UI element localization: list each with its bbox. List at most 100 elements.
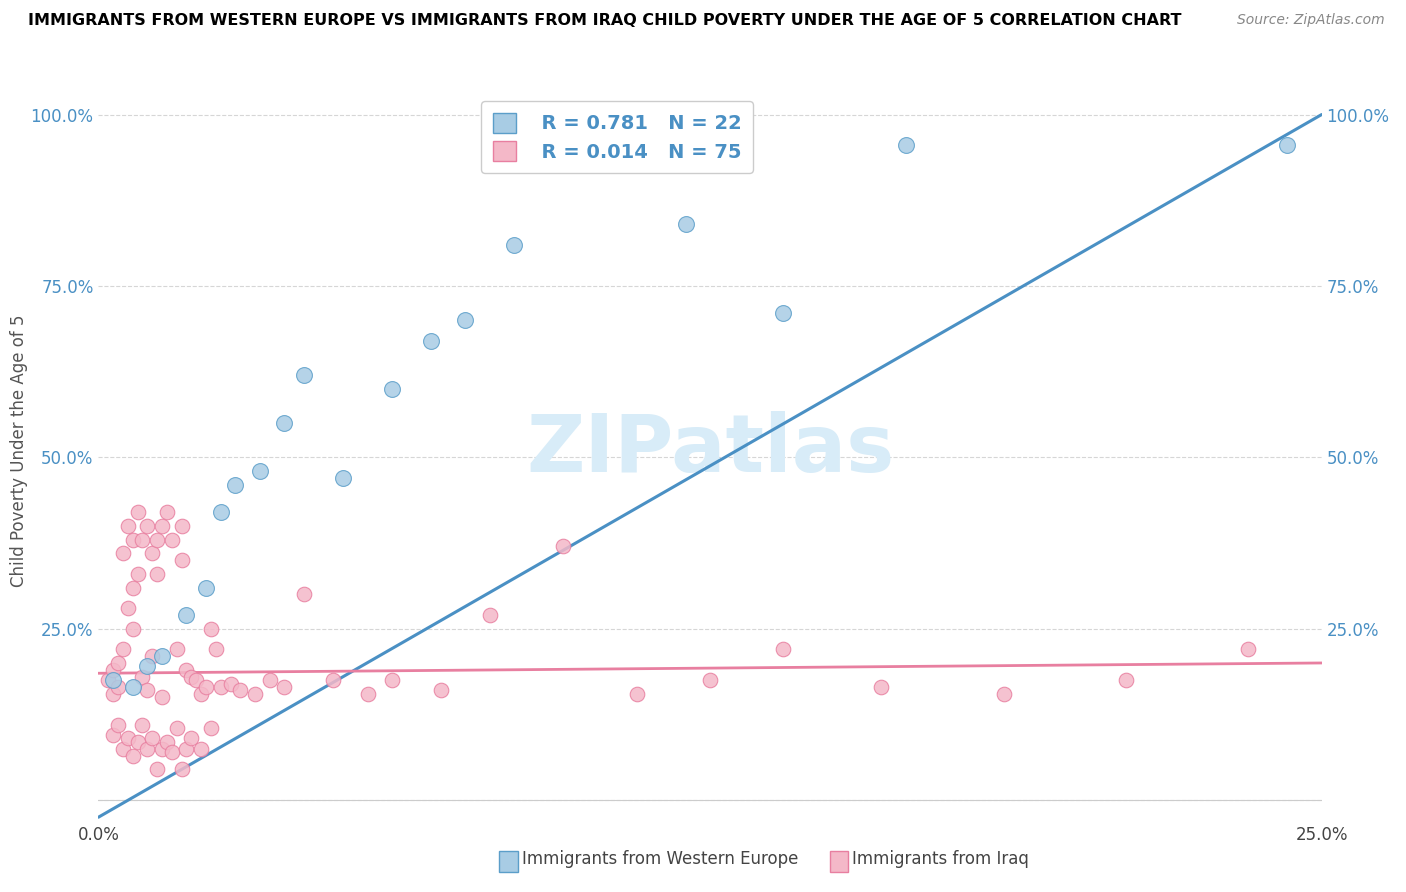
Point	[150, 519, 173, 533]
Point	[136, 683, 159, 698]
Point	[111, 642, 134, 657]
Point	[146, 762, 169, 776]
Point	[141, 731, 163, 746]
Point	[121, 581, 143, 595]
Point	[127, 566, 149, 581]
Point	[180, 670, 202, 684]
Point	[190, 741, 212, 756]
Point	[156, 735, 179, 749]
Point	[381, 382, 404, 396]
Text: Immigrants from Iraq: Immigrants from Iraq	[852, 850, 1029, 868]
Point	[150, 690, 173, 705]
Point	[101, 673, 124, 687]
Point	[273, 416, 295, 430]
Text: ZIPatlas: ZIPatlas	[526, 411, 894, 490]
Point	[176, 663, 198, 677]
Point	[131, 533, 153, 547]
Point	[107, 717, 129, 731]
Point	[111, 546, 134, 560]
Point	[117, 601, 139, 615]
Point	[195, 581, 218, 595]
Point	[332, 471, 354, 485]
Point	[141, 649, 163, 664]
Point	[430, 683, 453, 698]
Point	[292, 587, 315, 601]
Point	[993, 687, 1015, 701]
Point	[176, 607, 198, 622]
Point	[146, 533, 169, 547]
Point	[209, 680, 232, 694]
Point	[381, 673, 404, 687]
Point	[121, 533, 143, 547]
Point	[150, 741, 173, 756]
Point	[156, 505, 179, 519]
Point	[166, 642, 188, 657]
Point	[121, 680, 143, 694]
Text: Immigrants from Western Europe: Immigrants from Western Europe	[522, 850, 799, 868]
Point	[1277, 138, 1299, 153]
Point	[170, 519, 193, 533]
Point	[553, 138, 575, 153]
Point	[356, 687, 378, 701]
Point	[478, 607, 501, 622]
Text: IMMIGRANTS FROM WESTERN EUROPE VS IMMIGRANTS FROM IRAQ CHILD POVERTY UNDER THE A: IMMIGRANTS FROM WESTERN EUROPE VS IMMIGR…	[28, 13, 1181, 29]
Point	[111, 741, 134, 756]
Point	[186, 673, 208, 687]
Point	[121, 622, 143, 636]
Point	[200, 721, 222, 735]
Point	[127, 735, 149, 749]
Point	[136, 519, 159, 533]
Point	[772, 642, 794, 657]
Point	[160, 745, 183, 759]
Point	[141, 546, 163, 560]
Point	[259, 673, 281, 687]
Point	[101, 728, 124, 742]
Y-axis label: Child Poverty Under the Age of 5: Child Poverty Under the Age of 5	[10, 314, 28, 587]
Point	[200, 622, 222, 636]
Point	[101, 687, 124, 701]
Point	[420, 334, 443, 348]
Point	[180, 731, 202, 746]
Point	[616, 138, 638, 153]
Point	[121, 748, 143, 763]
Point	[553, 540, 575, 554]
Point	[1237, 642, 1260, 657]
Point	[870, 680, 893, 694]
Point	[503, 237, 526, 252]
Point	[97, 673, 120, 687]
Point	[146, 566, 169, 581]
Point	[166, 721, 188, 735]
Point	[170, 762, 193, 776]
Point	[195, 680, 218, 694]
Point	[699, 673, 721, 687]
Point	[772, 306, 794, 320]
Point	[170, 553, 193, 567]
Point	[190, 687, 212, 701]
Point	[209, 505, 232, 519]
Point	[273, 680, 295, 694]
Point	[229, 683, 252, 698]
Point	[626, 687, 648, 701]
Point	[894, 138, 917, 153]
Point	[249, 464, 271, 478]
Point	[160, 533, 183, 547]
Text: Source: ZipAtlas.com: Source: ZipAtlas.com	[1237, 13, 1385, 28]
Point	[322, 673, 344, 687]
Point	[176, 741, 198, 756]
Point	[131, 717, 153, 731]
Point	[131, 670, 153, 684]
Point	[136, 659, 159, 673]
Point	[127, 505, 149, 519]
Legend:   R = 0.781   N = 22,   R = 0.014   N = 75: R = 0.781 N = 22, R = 0.014 N = 75	[481, 101, 754, 173]
Point	[219, 676, 242, 690]
Point	[454, 313, 477, 327]
Point	[243, 687, 266, 701]
Point	[292, 368, 315, 382]
Point	[107, 656, 129, 670]
Point	[107, 680, 129, 694]
Point	[675, 217, 697, 231]
Point	[150, 649, 173, 664]
Point	[117, 519, 139, 533]
Point	[136, 741, 159, 756]
Point	[101, 663, 124, 677]
